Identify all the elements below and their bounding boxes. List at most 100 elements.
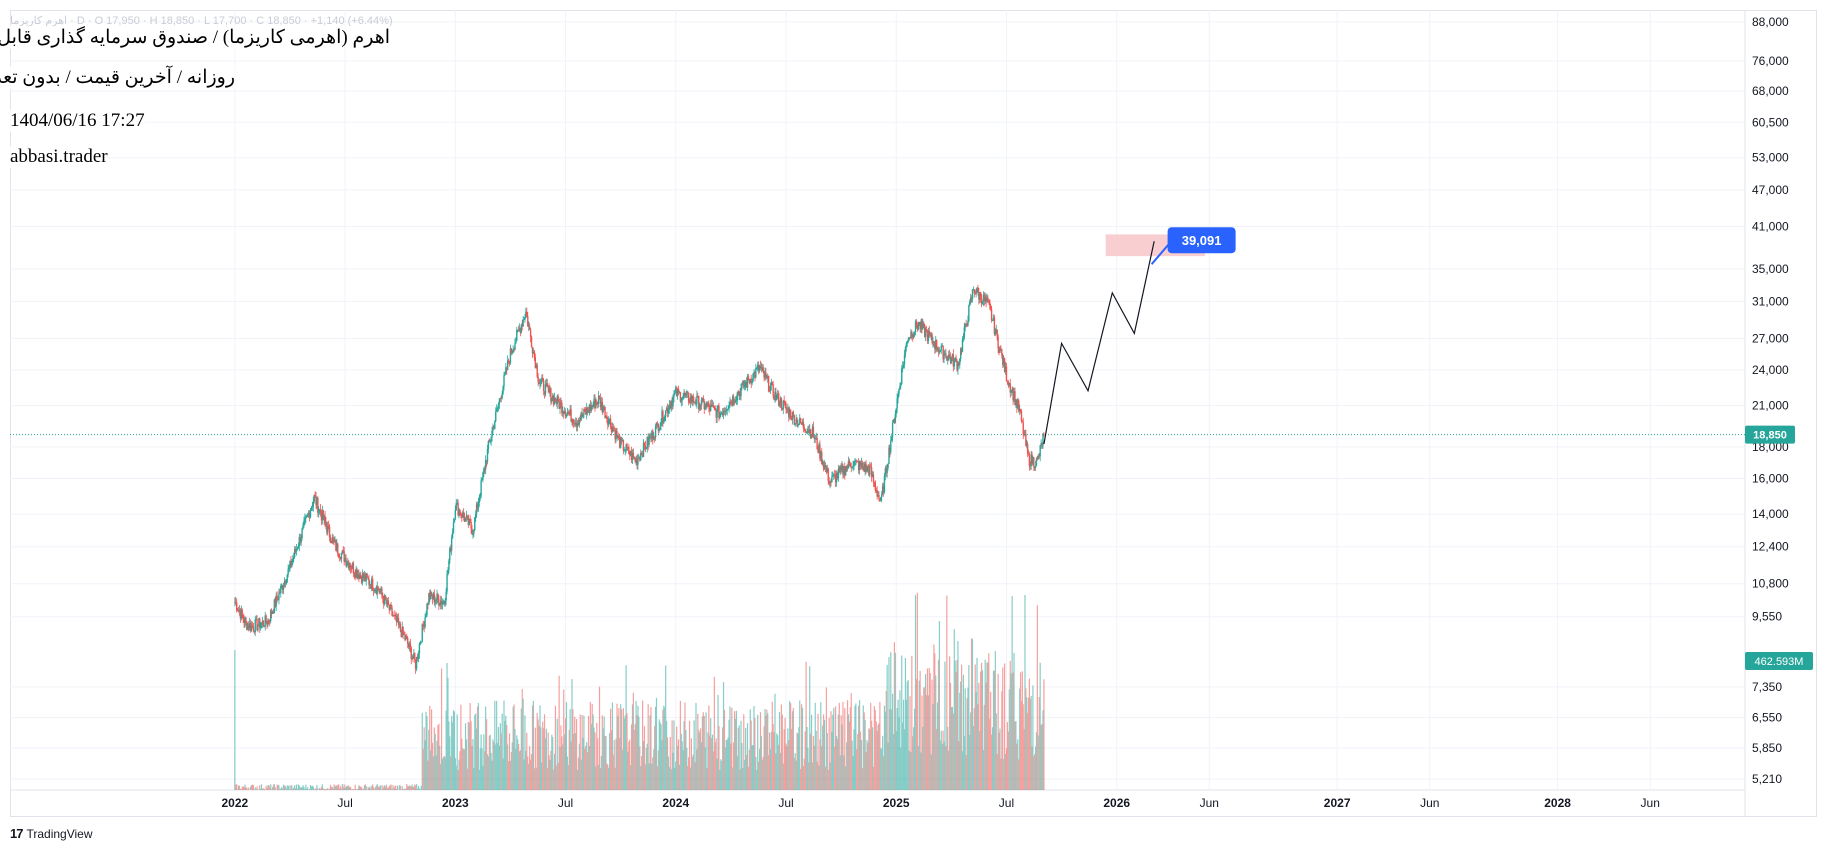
volume-bar	[871, 720, 873, 790]
candle-body	[422, 624, 424, 626]
candle-body	[547, 386, 549, 389]
volume-bar	[883, 705, 886, 790]
candle-body	[711, 405, 714, 406]
volume-bar	[886, 665, 888, 790]
volume-bar	[633, 729, 635, 790]
x-tick-label: 2027	[1324, 796, 1351, 810]
volume-bar	[357, 788, 359, 790]
volume-bar	[642, 741, 645, 790]
volume-bar	[482, 765, 484, 790]
volume-bar	[480, 734, 482, 790]
candle-body	[575, 422, 578, 427]
volume-bar	[487, 756, 489, 790]
volume-bar	[834, 746, 836, 790]
volume-bar	[967, 687, 969, 790]
volume-bar	[965, 754, 967, 790]
candle-body	[391, 607, 393, 616]
tradingview-logo[interactable]: 17 TradingView	[10, 826, 93, 841]
candle-body	[784, 402, 786, 404]
volume-bar	[424, 740, 426, 790]
candle-body	[623, 450, 625, 452]
volume-bar	[594, 732, 596, 790]
volume-bar	[934, 653, 936, 790]
candle-body	[253, 630, 256, 633]
candle-body	[914, 321, 917, 332]
candle-body	[387, 600, 390, 606]
volume-bar	[798, 727, 800, 790]
candle-body	[520, 324, 523, 333]
volume-bar	[1026, 697, 1028, 790]
candle-body	[517, 329, 520, 331]
candle-body	[1041, 443, 1043, 446]
candle-body	[278, 592, 280, 600]
volume-bar	[514, 728, 516, 790]
candle-body	[571, 418, 573, 422]
volume-bar	[499, 723, 501, 790]
volume-bar	[884, 711, 886, 790]
volume-bar	[649, 715, 651, 790]
volume-bar	[709, 735, 711, 790]
volume-bar	[780, 704, 783, 790]
candle-body	[781, 408, 784, 410]
candle-body	[346, 563, 348, 566]
volume-bar	[688, 757, 690, 790]
candle-body	[787, 408, 789, 410]
candle-body	[785, 403, 787, 409]
volume-bar	[735, 710, 738, 790]
volume-bar	[914, 708, 916, 790]
candle-body	[941, 345, 943, 347]
volume-bar	[549, 759, 551, 790]
candle-body	[472, 533, 474, 535]
candle-body	[770, 382, 773, 386]
candle-body	[299, 537, 301, 543]
candle-body	[795, 418, 797, 424]
candle-body	[997, 336, 999, 349]
candle-body	[567, 412, 570, 414]
candle-body	[252, 626, 255, 631]
candle-body	[594, 399, 596, 409]
candle-body	[368, 579, 370, 585]
volume-bar	[1024, 594, 1026, 790]
candle-body	[912, 337, 914, 338]
candle-body	[363, 574, 366, 578]
volume-bar	[804, 731, 806, 790]
candle-body	[301, 528, 303, 539]
volume-bar	[762, 756, 764, 790]
volume-bar	[937, 659, 940, 790]
callout-pointer	[1150, 242, 1171, 265]
candle-body	[242, 615, 244, 620]
candle-body	[1022, 421, 1024, 435]
candle-body	[693, 401, 695, 403]
candle-body	[807, 430, 809, 433]
candle-body	[381, 588, 383, 596]
candle-body	[398, 623, 401, 625]
candle-body	[349, 565, 352, 569]
volume-bar	[336, 785, 338, 790]
volume-bar	[801, 707, 804, 790]
volume-bar	[855, 703, 857, 790]
volume-bar	[1041, 723, 1043, 790]
candle-body	[611, 427, 614, 432]
candle-body	[455, 503, 457, 510]
volume-bar	[969, 734, 971, 790]
y-tick-label: 31,000	[1752, 294, 1789, 308]
candle-body	[658, 429, 660, 431]
candle-body	[572, 418, 574, 424]
volume-bar	[684, 702, 686, 790]
candle-body	[372, 590, 375, 592]
volume-bar	[388, 786, 390, 790]
candle-body	[641, 455, 644, 458]
candle-body	[281, 585, 283, 586]
volume-bar	[602, 728, 604, 790]
volume-bar	[399, 785, 401, 790]
candle-body	[1043, 434, 1045, 436]
volume-bar	[657, 750, 659, 790]
volume-bar	[665, 721, 668, 790]
candle-body	[417, 653, 420, 659]
candle-body	[371, 578, 373, 589]
volume-bar	[555, 765, 557, 790]
candle-body	[778, 404, 781, 406]
volume-bar	[297, 784, 299, 790]
candle-body	[511, 352, 513, 354]
